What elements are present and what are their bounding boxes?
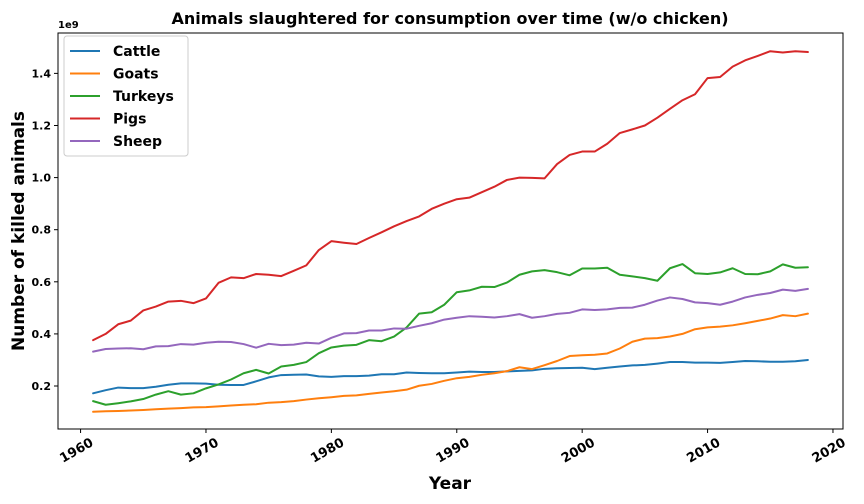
legend-label-goats: Goats (113, 67, 159, 83)
series-line-pigs (92, 50, 809, 342)
plot-frame (57, 32, 844, 430)
legend-label-pigs: Pigs (113, 112, 146, 128)
y-tick-label: 1.0 (32, 172, 52, 185)
x-tick-label: 2020 (810, 435, 849, 466)
y-tick-label: 0.2 (32, 380, 52, 393)
x-tick-label: 1970 (183, 435, 222, 466)
series-line-goats (92, 312, 809, 413)
y-tick-label: 0.8 (32, 224, 52, 237)
x-axis-title: Year (428, 474, 472, 494)
y-tick-label: 1.4 (32, 67, 52, 80)
x-tick-label: 2010 (684, 435, 723, 466)
legend-label-sheep: Sheep (113, 134, 162, 150)
y-tick-label: 1.2 (32, 119, 52, 132)
series-line-turkeys (92, 263, 809, 406)
y-axis-offset-label: 1e9 (58, 20, 79, 31)
y-axis: 0.2 0.4 0.6 0.8 1.0 1.2 1.4 (32, 67, 58, 393)
legend-box (63, 35, 189, 157)
chart-title: Animals slaughtered for consumption over… (171, 9, 728, 28)
legend-label-turkeys: Turkeys (113, 89, 174, 105)
x-axis: 1960 1970 1980 1990 2000 2010 2020 (57, 429, 849, 467)
x-tick-label: 2000 (559, 435, 598, 466)
plot-area (57, 32, 844, 430)
y-tick-label: 0.4 (32, 328, 52, 341)
series-line-sheep (92, 287, 809, 353)
x-tick-label: 1980 (308, 435, 347, 466)
series-lines (92, 50, 809, 413)
legend-label-cattle: Cattle (113, 44, 160, 60)
x-tick-label: 1960 (57, 435, 96, 466)
y-axis-title: Number of killed animals (9, 111, 29, 351)
series-line-cattle (92, 358, 809, 395)
legend: Cattle Goats Turkeys Pigs Sheep (63, 35, 189, 157)
x-tick-label: 1990 (434, 435, 473, 466)
y-tick-label: 0.6 (32, 276, 52, 289)
